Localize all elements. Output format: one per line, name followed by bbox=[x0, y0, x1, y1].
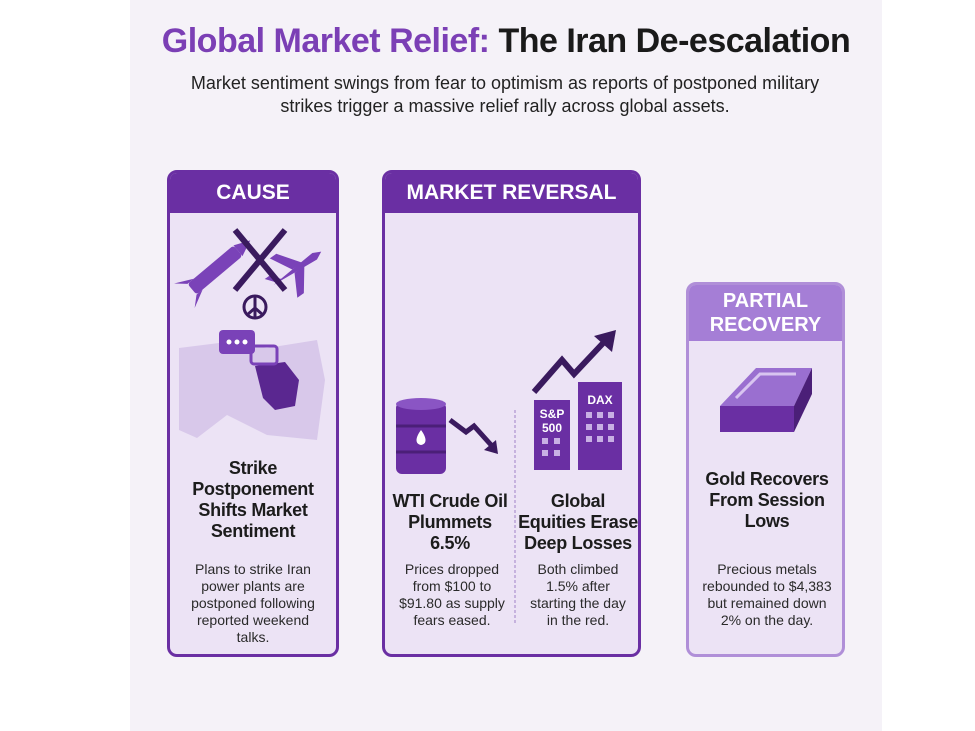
card-label: CAUSE bbox=[170, 173, 336, 213]
card-label: PARTIAL RECOVERY bbox=[689, 285, 842, 341]
gold-icon bbox=[720, 368, 812, 432]
card: PARTIAL RECOVERY Gold Recovers From Sess… bbox=[686, 282, 845, 657]
title-part: The Iran De-escalation bbox=[498, 22, 851, 60]
title: Global Market Relief: The Iran De-escala… bbox=[130, 22, 882, 61]
market-icons: S&P 500 DAX bbox=[396, 330, 622, 625]
card: MARKET REVERSAL S&P 500 DAX WTI Crude Oi… bbox=[382, 170, 641, 657]
icon-label: S&P bbox=[540, 407, 565, 421]
subtitle: Market sentiment swings from fear to opt… bbox=[190, 73, 820, 116]
card-label: MARKET REVERSAL bbox=[385, 173, 638, 213]
icon-label: DAX bbox=[587, 393, 612, 407]
card-heading: Strike Postponement Shifts Market Sentim… bbox=[192, 458, 314, 541]
card-heading: WTI Crude Oil Plummets 6.5% bbox=[392, 491, 508, 553]
card-body: Prices dropped from $100 to $91.80 as su… bbox=[399, 561, 505, 628]
card-body: Plans to strike Iran power plants are po… bbox=[191, 561, 315, 645]
cause-icons bbox=[174, 228, 325, 440]
card-heading: Gold Recovers From Session Lows bbox=[705, 469, 829, 531]
icon-label: 500 bbox=[542, 421, 562, 435]
card-heading: Global Equities Erase Deep Losses bbox=[518, 491, 638, 553]
card-body: Both climbed 1.5% after starting the day… bbox=[530, 561, 626, 628]
title-part: Global Market Relief: bbox=[161, 22, 490, 60]
card: CAUSE Strike Postponement Shifts Market … bbox=[167, 170, 339, 657]
card-body: Precious metals rebounded to $4,383 but … bbox=[702, 561, 832, 628]
